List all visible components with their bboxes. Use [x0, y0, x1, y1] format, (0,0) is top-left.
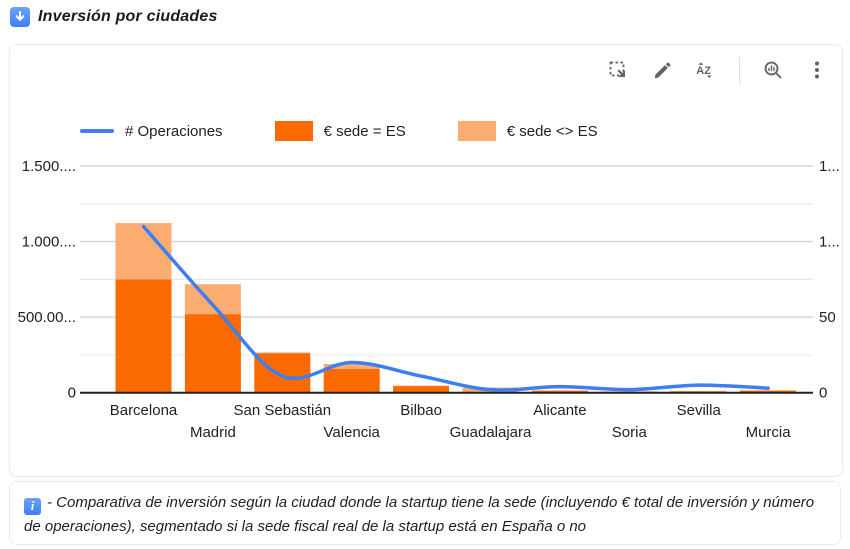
footer-note-card: i- Comparativa de inversión según la ciu… — [9, 481, 841, 545]
chart-toolbar: AZ — [607, 57, 828, 83]
bar-swatch-es — [274, 121, 313, 141]
left-axis-tick-label: 1.000.... — [22, 234, 76, 251]
bar-swatch-non-es — [457, 121, 496, 141]
bar-es-2[interactable] — [254, 353, 311, 393]
x-axis-label-1: Madrid — [190, 424, 236, 441]
operaciones-line[interactable] — [141, 224, 770, 392]
marquee-select-icon[interactable] — [607, 59, 629, 81]
bar-es-4[interactable] — [393, 385, 450, 393]
x-axis-label-0: Barcelona — [110, 402, 178, 419]
x-axis-label-6: Alicante — [533, 402, 586, 419]
line-swatch — [80, 129, 114, 133]
bar-es-6[interactable] — [531, 390, 588, 393]
bar-non-es-4[interactable] — [393, 385, 450, 387]
svg-text:AZ: AZ — [696, 65, 711, 77]
x-axis-label-9: Murcia — [746, 424, 792, 441]
legend-item-sede-es[interactable]: € sede = ES — [274, 121, 406, 141]
page-title: Inversión por ciudades — [38, 8, 218, 25]
x-axis-label-7: Soria — [612, 424, 648, 441]
left-axis-tick-label: 1.500.... — [22, 158, 76, 175]
bar-non-es-1[interactable] — [184, 284, 241, 315]
edit-pencil-icon[interactable] — [651, 59, 673, 81]
bar-non-es-3[interactable] — [323, 363, 380, 369]
bar-non-es-0[interactable] — [115, 223, 172, 280]
bar-non-es-8[interactable] — [670, 390, 727, 392]
left-axis-tick-label: 0 — [68, 385, 76, 402]
legend-label: # Operaciones — [125, 122, 223, 140]
combo-chart-canvas[interactable]: 0 500.00... 1.000.... 1.500.... 0 50 1... 1... B… — [10, 45, 842, 476]
legend-label: € sede = ES — [323, 122, 406, 140]
bar-non-es-6[interactable] — [531, 390, 588, 392]
more-vert-icon[interactable] — [806, 59, 828, 81]
page-header: Inversión por ciudades — [10, 7, 218, 27]
chart-legend: # Operaciones € sede = ES € sede <> ES — [80, 121, 598, 141]
sort-az-icon[interactable]: AZ — [695, 59, 717, 81]
bar-es-3[interactable] — [323, 368, 380, 393]
x-axis-label-8: Sevilla — [677, 402, 722, 419]
bar-non-es-2[interactable] — [254, 352, 311, 354]
legend-label: € sede <> ES — [506, 122, 598, 140]
right-axis-tick-label: 1... — [819, 158, 840, 175]
x-axis-label-4: Bilbao — [400, 402, 442, 419]
chart-card: AZ # Operaciones € sede = ES — [9, 44, 843, 477]
right-axis-tick-label: 0 — [819, 385, 827, 402]
right-axis-tick-label: 1... — [819, 234, 840, 251]
legend-item-sede-no-es[interactable]: € sede <> ES — [457, 121, 598, 141]
x-axis-label-2: San Sebastián — [234, 402, 332, 419]
x-axis-label-3: Valencia — [323, 424, 380, 441]
x-axis-label-5: Guadalajara — [450, 424, 532, 441]
legend-item-operaciones[interactable]: # Operaciones — [80, 123, 223, 140]
info-icon: i — [24, 497, 41, 515]
explore-zoom-icon[interactable] — [762, 59, 784, 81]
right-axis-tick-label: 50 — [819, 309, 836, 326]
left-axis-tick-label: 500.00... — [18, 309, 76, 326]
bar-es-0[interactable] — [115, 279, 172, 393]
blue-down-arrow-icon — [10, 7, 30, 27]
bar-non-es-9[interactable] — [740, 390, 797, 391]
toolbar-divider — [739, 57, 740, 83]
footer-note-text: i- Comparativa de inversión según la ciu… — [24, 494, 815, 535]
